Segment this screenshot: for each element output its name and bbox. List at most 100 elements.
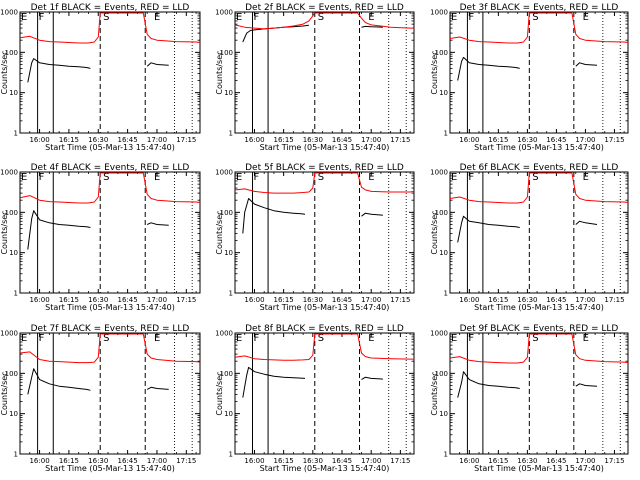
panel-title: Det 9f BLACK = Events, RED = LLD: [460, 324, 619, 334]
x-tick-label: 17:15: [390, 136, 410, 144]
y-tick-label: 100: [435, 49, 448, 57]
events-rate-line: [27, 58, 169, 83]
panel-title: Det 5f BLACK = Events, RED = LLD: [245, 163, 404, 173]
y-axis-label: Counts/sec: [0, 210, 9, 254]
segment-label: F: [39, 172, 45, 183]
y-axis-label: Counts/sec: [215, 210, 224, 254]
y-tick-label: 100: [220, 49, 233, 57]
detector-panel: Det 6f BLACK = Events, RED = LLD 1 10 100 10…: [430, 163, 629, 312]
y-tick-label: 10: [9, 89, 18, 97]
events-rate-line: [242, 366, 383, 398]
lld-rate-line: [449, 333, 629, 364]
x-tick-label: 16:15: [59, 457, 79, 465]
y-tick-label: 1000: [0, 330, 18, 338]
segment-label: E: [21, 172, 27, 183]
y-tick-label: 10: [224, 249, 233, 257]
lld-rate-line: [19, 172, 201, 204]
y-axis-label: Counts/sec: [0, 371, 9, 415]
segment-label: E: [21, 333, 27, 344]
segment-label: E: [451, 333, 457, 344]
plot-frame: [19, 332, 201, 455]
lld-rate-line: [19, 12, 201, 44]
segment-label: E: [583, 172, 589, 183]
y-tick-label: 10: [224, 410, 233, 418]
panel-title: Det 1f BLACK = Events, RED = LLD: [31, 3, 190, 13]
segment-label: F: [39, 12, 45, 23]
x-tick-label: 16:45: [546, 296, 566, 304]
x-tick-label: 16:00: [244, 457, 264, 465]
x-tick-label: 17:15: [390, 296, 410, 304]
segment-label: E: [236, 172, 242, 183]
y-tick-label: 1000: [0, 169, 18, 177]
detector-panel: Det 8f BLACK = Events, RED = LLD 1 10 100 10…: [215, 324, 415, 473]
plot-frame: [234, 11, 415, 134]
x-tick-label: 17:00: [575, 296, 595, 304]
x-tick-label: 16:30: [303, 457, 323, 465]
segment-label: E: [236, 333, 242, 344]
x-tick-label: 16:45: [118, 457, 138, 465]
plot-frame: [19, 171, 201, 294]
segment-label: E: [154, 172, 160, 183]
segment-label: F: [468, 333, 474, 344]
lld-rate-line: [234, 12, 414, 30]
y-tick-label: 10: [439, 249, 448, 257]
y-tick-label: 1: [444, 130, 448, 138]
detector-panel: Det 9f BLACK = Events, RED = LLD 1 10 100 10…: [430, 324, 629, 473]
x-tick-label: 16:45: [118, 296, 138, 304]
x-tick-label: 16:45: [332, 136, 352, 144]
y-tick-label: 1: [229, 290, 233, 298]
detector-panel: Det 5f BLACK = Events, RED = LLD 1 10 100 10…: [215, 163, 415, 312]
x-axis-label: Start Time (05-Mar-13 15:47:40): [45, 143, 175, 152]
y-tick-label: 10: [439, 89, 448, 97]
x-tick-label: 16:00: [459, 136, 479, 144]
y-tick-label: 1: [14, 451, 18, 459]
x-tick-label: 16:45: [332, 457, 352, 465]
detector-panel: Det 1f BLACK = Events, RED = LLD 1 10 100 10…: [0, 3, 201, 152]
segment-label: S: [318, 12, 324, 23]
segment-label: E: [21, 12, 27, 23]
events-rate-line: [457, 215, 598, 243]
x-tick-label: 16:45: [546, 457, 566, 465]
segment-label: F: [468, 172, 474, 183]
segment-label: S: [103, 12, 109, 23]
x-tick-label: 16:00: [244, 296, 264, 304]
x-tick-label: 16:15: [488, 296, 508, 304]
x-tick-label: 16:45: [332, 296, 352, 304]
x-tick-label: 17:00: [361, 457, 381, 465]
y-axis-label: Counts/sec: [430, 50, 439, 94]
x-tick-label: 16:00: [29, 296, 49, 304]
x-tick-label: 17:15: [176, 136, 196, 144]
x-tick-label: 17:00: [575, 457, 595, 465]
y-tick-label: 100: [435, 209, 448, 217]
x-axis-label: Start Time (05-Mar-13 15:47:40): [45, 464, 175, 473]
x-tick-label: 17:15: [176, 457, 196, 465]
segment-label: E: [368, 172, 374, 183]
y-tick-label: 1000: [430, 169, 448, 177]
y-axis-label: Counts/sec: [215, 50, 224, 94]
lld-rate-line: [234, 172, 415, 194]
x-tick-label: 16:00: [459, 296, 479, 304]
segment-label: S: [532, 333, 538, 344]
y-tick-label: 10: [9, 410, 18, 418]
y-tick-label: 1000: [215, 169, 233, 177]
segment-label: S: [318, 333, 324, 344]
y-tick-label: 1000: [215, 330, 233, 338]
panel-title: Det 8f BLACK = Events, RED = LLD: [245, 324, 404, 334]
y-tick-label: 1: [229, 451, 233, 459]
x-tick-label: 16:30: [303, 136, 323, 144]
x-tick-label: 16:00: [29, 457, 49, 465]
y-tick-label: 10: [9, 249, 18, 257]
detector-panel: Det 7f BLACK = Events, RED = LLD 1 10 100 10…: [0, 324, 201, 473]
detector-panel: Det 2f BLACK = Events, RED = LLD 1 10 100 10…: [215, 3, 415, 152]
segment-label: S: [532, 12, 538, 23]
panel-title: Det 7f BLACK = Events, RED = LLD: [31, 324, 190, 334]
y-tick-label: 1: [14, 130, 18, 138]
x-tick-label: 16:45: [118, 136, 138, 144]
x-tick-label: 17:00: [361, 136, 381, 144]
segment-label: S: [103, 172, 109, 183]
segment-label: F: [254, 172, 260, 183]
segment-label: E: [154, 12, 160, 23]
y-tick-label: 1000: [430, 330, 448, 338]
lld-rate-line: [234, 333, 414, 361]
